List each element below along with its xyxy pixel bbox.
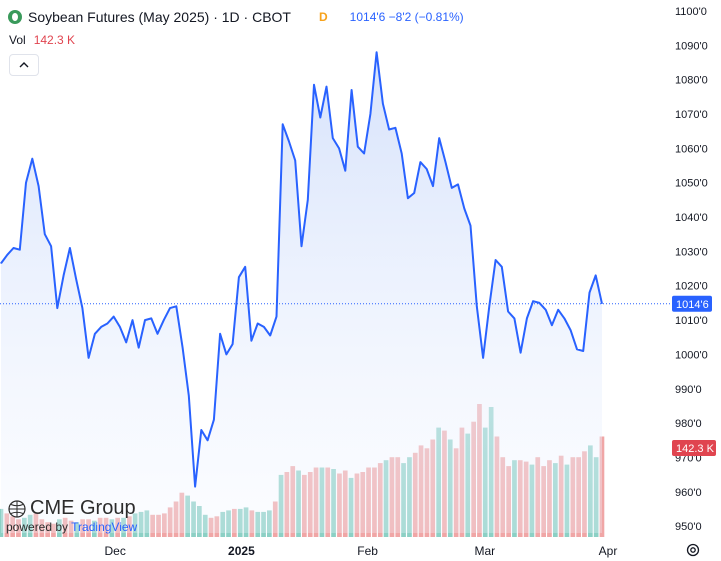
y-tick-label: 1080'0 (675, 75, 708, 87)
y-tick-label: 980'0 (675, 418, 702, 430)
last-volume-badge (672, 440, 716, 456)
x-tick-label: Feb (357, 544, 378, 558)
collapse-legend-button[interactable] (9, 54, 39, 76)
delayed-badge[interactable]: D (319, 10, 328, 24)
last-volume-label: 142.3 K (676, 443, 715, 455)
last-price-badge (672, 295, 712, 312)
y-tick-label: 1060'0 (675, 143, 708, 155)
volume-value: 142.3 K (33, 33, 76, 47)
price-line (0, 51, 603, 488)
y-tick-label: 960'0 (675, 487, 702, 499)
chart-header: Soybean Futures (May 2025) · 1D · CBOT D… (8, 8, 464, 26)
y-tick-label: 1040'0 (675, 212, 708, 224)
x-tick-label: Dec (105, 544, 126, 558)
price-area (1, 52, 602, 533)
y-tick-label: 1000'0 (675, 349, 708, 361)
soybean-logo-icon (8, 10, 22, 24)
header-price-values: 1014'6 −8'2 (−0.81%) (349, 10, 464, 24)
x-tick-label: 2025 (228, 544, 255, 558)
y-tick-label: 990'0 (675, 384, 702, 396)
chart-title: Soybean Futures (May 2025) · 1D · CBOT (28, 9, 291, 25)
x-tick-label: Apr (599, 544, 618, 558)
y-tick-label: 1090'0 (675, 40, 708, 52)
powered-by-label: powered by TradingView (6, 520, 137, 534)
last-price-label: 1014'6 (676, 299, 709, 311)
tradingview-text[interactable]: TradingView (71, 520, 138, 534)
y-tick-label: 1100'0 (675, 6, 707, 18)
y-tick-label: 1050'0 (675, 178, 708, 190)
y-tick-label: 1020'0 (675, 281, 708, 293)
y-tick-label: 950'0 (675, 521, 702, 533)
y-tick-label: 1010'0 (675, 315, 708, 327)
y-tick-label: 1070'0 (675, 109, 708, 121)
volume-legend: Vol 142.3 K (9, 33, 75, 47)
x-tick-label: Mar (474, 544, 495, 558)
volume-label: Vol (9, 33, 26, 47)
globe-icon (8, 500, 26, 518)
powered-by-text: powered by (6, 520, 69, 534)
cme-group-label: CME Group (30, 497, 136, 519)
y-tick-label: 1030'0 (675, 246, 708, 258)
gear-icon[interactable] (686, 543, 700, 557)
chevron-up-icon (19, 62, 29, 68)
